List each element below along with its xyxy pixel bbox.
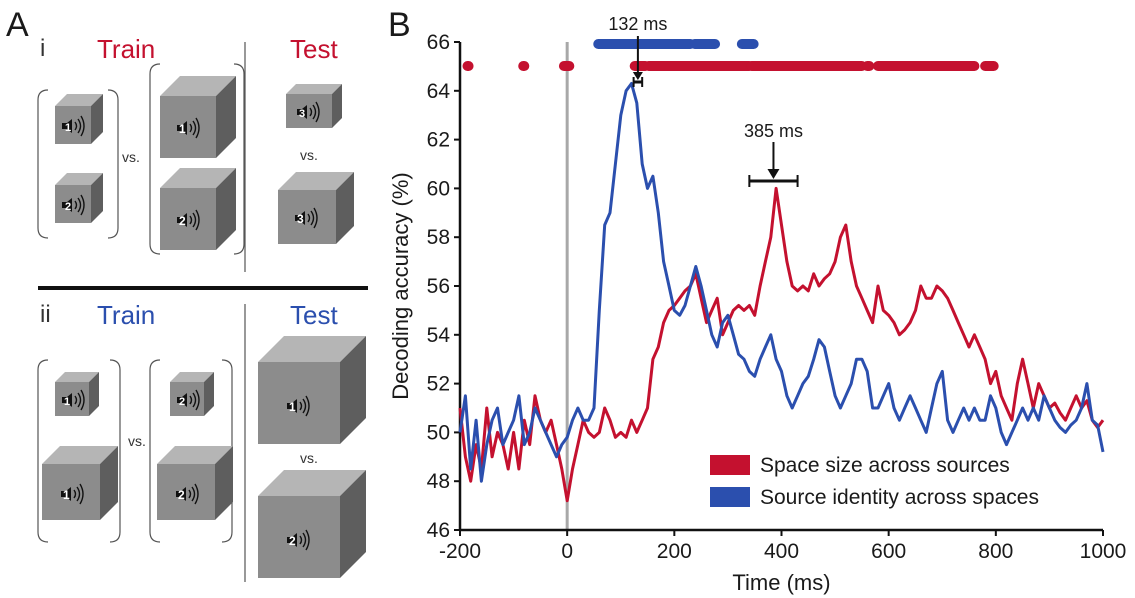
section-i-test-label: Test	[290, 34, 338, 64]
y-tick-label: 54	[427, 324, 451, 347]
svg-text:2: 2	[179, 214, 186, 228]
panel-a-letter: A	[6, 6, 29, 44]
svg-text:1: 1	[289, 400, 296, 414]
legend-swatch-source-identity	[710, 487, 750, 507]
vs-label: vs.	[128, 433, 146, 449]
cube-xlarge-source-1: 1	[258, 336, 366, 444]
svg-text:2: 2	[178, 488, 185, 502]
x-tick-label: 600	[871, 540, 906, 563]
series-line-source-identity	[458, 82, 1105, 483]
y-tick-label: 64	[427, 80, 451, 103]
bracket-left	[149, 63, 161, 255]
panel-b: B 46 48 50 52 54 56 58 60 62 64 66 -200 0 200 400 600 80…	[388, 6, 1126, 595]
decoding-chart: 46 48 50 52 54 56 58 60 62 64 66 -200 0 200 400 600 800 1…	[388, 14, 1126, 595]
section-ii-train-label: Train	[97, 300, 155, 330]
svg-text:1: 1	[65, 122, 71, 134]
bracket-right	[109, 359, 121, 543]
svg-text:1: 1	[63, 488, 70, 502]
svg-text:2: 2	[289, 534, 296, 548]
svg-text:2: 2	[65, 201, 71, 213]
y-tick-label: 56	[427, 275, 450, 298]
series-line-space-size	[458, 186, 1105, 503]
x-tick-label: -200	[439, 540, 481, 563]
x-tick-label: 800	[978, 540, 1013, 563]
y-tick-label: 58	[427, 226, 450, 249]
bracket-left	[37, 89, 49, 239]
bracket-right	[107, 89, 119, 239]
cube-xlarge-source-2: 2	[258, 470, 366, 578]
y-tick-label: 66	[427, 31, 450, 54]
vs-label: vs.	[300, 450, 318, 466]
svg-text:3: 3	[297, 212, 304, 226]
peak-arrow-head	[767, 169, 780, 179]
peak-label-space-size: 385 ms	[744, 121, 803, 141]
svg-text:3: 3	[299, 108, 305, 120]
y-tick-label: 60	[427, 177, 450, 200]
y-tick-label: 50	[427, 421, 450, 444]
peak-label-source-identity: 132 ms	[608, 14, 667, 34]
cube-large-source-1: 1	[42, 446, 118, 520]
cube-small-source-1: 1	[55, 94, 103, 144]
cube-small-source-2: 2	[170, 372, 214, 416]
bracket-right	[233, 63, 245, 255]
x-tick-label: 400	[764, 540, 799, 563]
svg-text:2: 2	[179, 396, 185, 408]
cube-large-source-2: 2	[160, 168, 236, 250]
cube-small-source-3: 3	[286, 84, 342, 128]
legend-label-space-size: Space size across sources	[760, 454, 1010, 477]
cube-large-source-2: 2	[157, 446, 233, 520]
vs-label: vs.	[122, 149, 140, 165]
y-tick-label: 48	[427, 470, 450, 493]
section-i-numeral: i	[40, 35, 45, 62]
cube-small-source-1: 1	[55, 372, 99, 416]
x-tick-label: 1000	[1080, 540, 1127, 563]
section-ii-numeral: ii	[40, 301, 51, 328]
x-axis-label: Time (ms)	[732, 570, 830, 595]
x-tick-label: 200	[657, 540, 692, 563]
peak-arrow-head	[632, 72, 643, 80]
section-i-train-label: Train	[97, 34, 155, 64]
x-tick-label: 0	[561, 540, 573, 563]
bracket-left	[149, 359, 161, 543]
section-ii-test-label: Test	[290, 300, 338, 330]
bracket-left	[37, 359, 49, 543]
y-tick-label: 62	[427, 129, 450, 152]
svg-text:1: 1	[179, 122, 186, 136]
vs-label: vs.	[300, 147, 318, 163]
legend-label-source-identity: Source identity across spaces	[760, 486, 1039, 509]
panel-b-letter: B	[388, 6, 411, 44]
y-axis-label: Decoding accuracy (%)	[388, 172, 413, 399]
y-tick-label: 46	[427, 519, 450, 542]
panel-a: A i Train Test 1 2 1 2 3	[6, 6, 368, 582]
legend-swatch-space-size	[710, 455, 750, 475]
cube-large-source-3: 3	[278, 172, 354, 244]
cube-small-source-2: 2	[55, 173, 103, 223]
y-tick-label: 52	[427, 373, 450, 396]
svg-text:1: 1	[64, 396, 70, 408]
cube-large-source-1: 1	[160, 76, 236, 158]
